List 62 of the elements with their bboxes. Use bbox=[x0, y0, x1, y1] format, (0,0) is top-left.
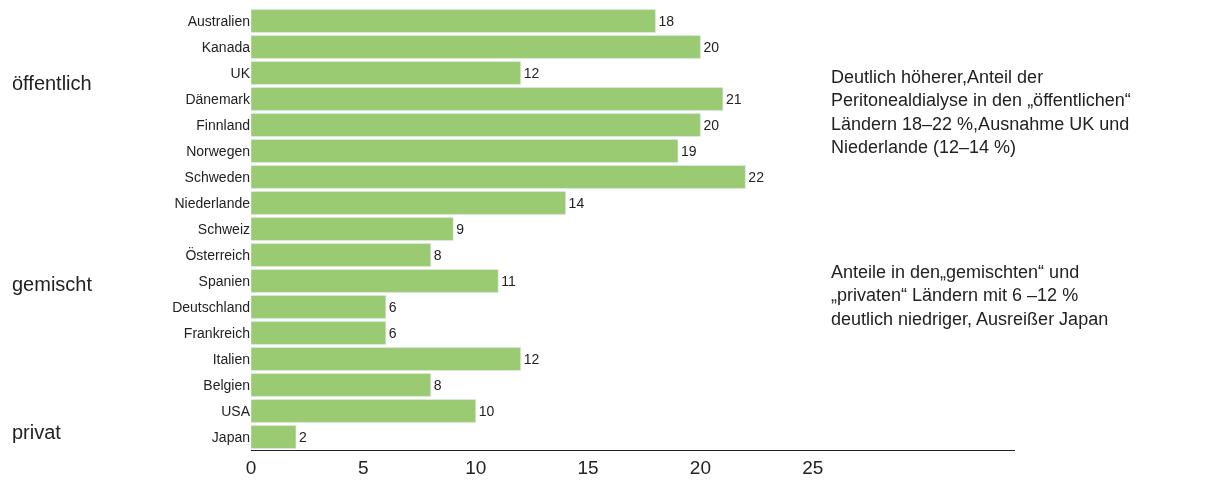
bar bbox=[251, 87, 724, 111]
bar bbox=[251, 321, 387, 345]
text: gemischt bbox=[12, 273, 93, 295]
bar bbox=[251, 425, 297, 449]
annotation: Anteile in den„gemischten“ und „privaten“ Ländern mit 6 –12 % deutlich niedriger, Ausreißer Japan bbox=[831, 262, 1109, 329]
x-tick-label: 0 bbox=[245, 456, 257, 478]
data-label: 10 bbox=[478, 403, 495, 419]
y-tick-label: Kanada bbox=[201, 38, 251, 55]
y-tick-label: Dänemark bbox=[185, 90, 251, 107]
data-label: 22 bbox=[748, 169, 765, 185]
x-tick-label: 5 bbox=[358, 456, 369, 478]
data-label: 11 bbox=[501, 273, 516, 289]
y-tick-label: Belgien bbox=[203, 376, 250, 393]
text: öffentlich bbox=[12, 72, 92, 94]
bar bbox=[251, 113, 701, 137]
bar bbox=[251, 295, 387, 319]
bar bbox=[251, 165, 746, 189]
data-label: 2 bbox=[298, 429, 307, 445]
data-label: 9 bbox=[456, 221, 465, 237]
y-tick-label: Schweiz bbox=[197, 220, 250, 237]
y-tick-label: Japan bbox=[211, 428, 250, 445]
y-tick-label: USA bbox=[221, 402, 251, 419]
y-tick-label: Finnland bbox=[196, 116, 250, 133]
bar bbox=[251, 243, 432, 267]
data-label: 20 bbox=[703, 117, 720, 133]
x-tick-label: 10 bbox=[465, 456, 487, 478]
bar bbox=[251, 139, 679, 163]
annotation: Deutlich höherer,Anteil der Peritonealdialyse in den „öffentlichen“ Ländern 18–22 %,Ausnahme UK und Niederlande (12–14 %) bbox=[831, 67, 1131, 158]
bar bbox=[251, 61, 521, 85]
data-label: 19 bbox=[680, 143, 697, 159]
y-tick-label: Frankreich bbox=[183, 324, 250, 341]
data-label: 14 bbox=[568, 195, 585, 211]
x-tick-label: 20 bbox=[689, 456, 711, 478]
data-label: 20 bbox=[703, 39, 720, 55]
y-tick-label: Österreich bbox=[185, 245, 250, 263]
data-label: 6 bbox=[388, 299, 397, 315]
data-label: 12 bbox=[523, 65, 540, 81]
data-label: 6 bbox=[388, 325, 397, 341]
bar bbox=[251, 217, 454, 241]
data-label: 12 bbox=[523, 351, 540, 367]
y-tick-label: Spanien bbox=[198, 272, 250, 289]
data-label: 8 bbox=[433, 377, 442, 393]
bar bbox=[251, 35, 701, 59]
bar bbox=[251, 191, 566, 215]
bar bbox=[251, 373, 432, 397]
data-label: 18 bbox=[658, 13, 675, 29]
data-label: 8 bbox=[433, 247, 442, 263]
y-tick-label: Schweden bbox=[184, 168, 250, 185]
y-tick-label: Deutschland bbox=[172, 298, 250, 315]
text: privat bbox=[12, 421, 62, 443]
x-tick-label: 25 bbox=[802, 456, 824, 478]
bar bbox=[251, 9, 656, 33]
data-label: 21 bbox=[725, 91, 742, 107]
bar bbox=[251, 269, 499, 293]
bar bbox=[251, 399, 476, 423]
y-tick-label: Norwegen bbox=[186, 142, 250, 159]
x-tick-label: 15 bbox=[577, 456, 599, 478]
y-tick-label: Niederlande bbox=[174, 194, 251, 211]
y-tick-label: Italien bbox=[212, 350, 250, 367]
bar bbox=[251, 347, 521, 371]
y-tick-label: UK bbox=[230, 64, 251, 81]
y-tick-label: Australien bbox=[187, 12, 250, 29]
